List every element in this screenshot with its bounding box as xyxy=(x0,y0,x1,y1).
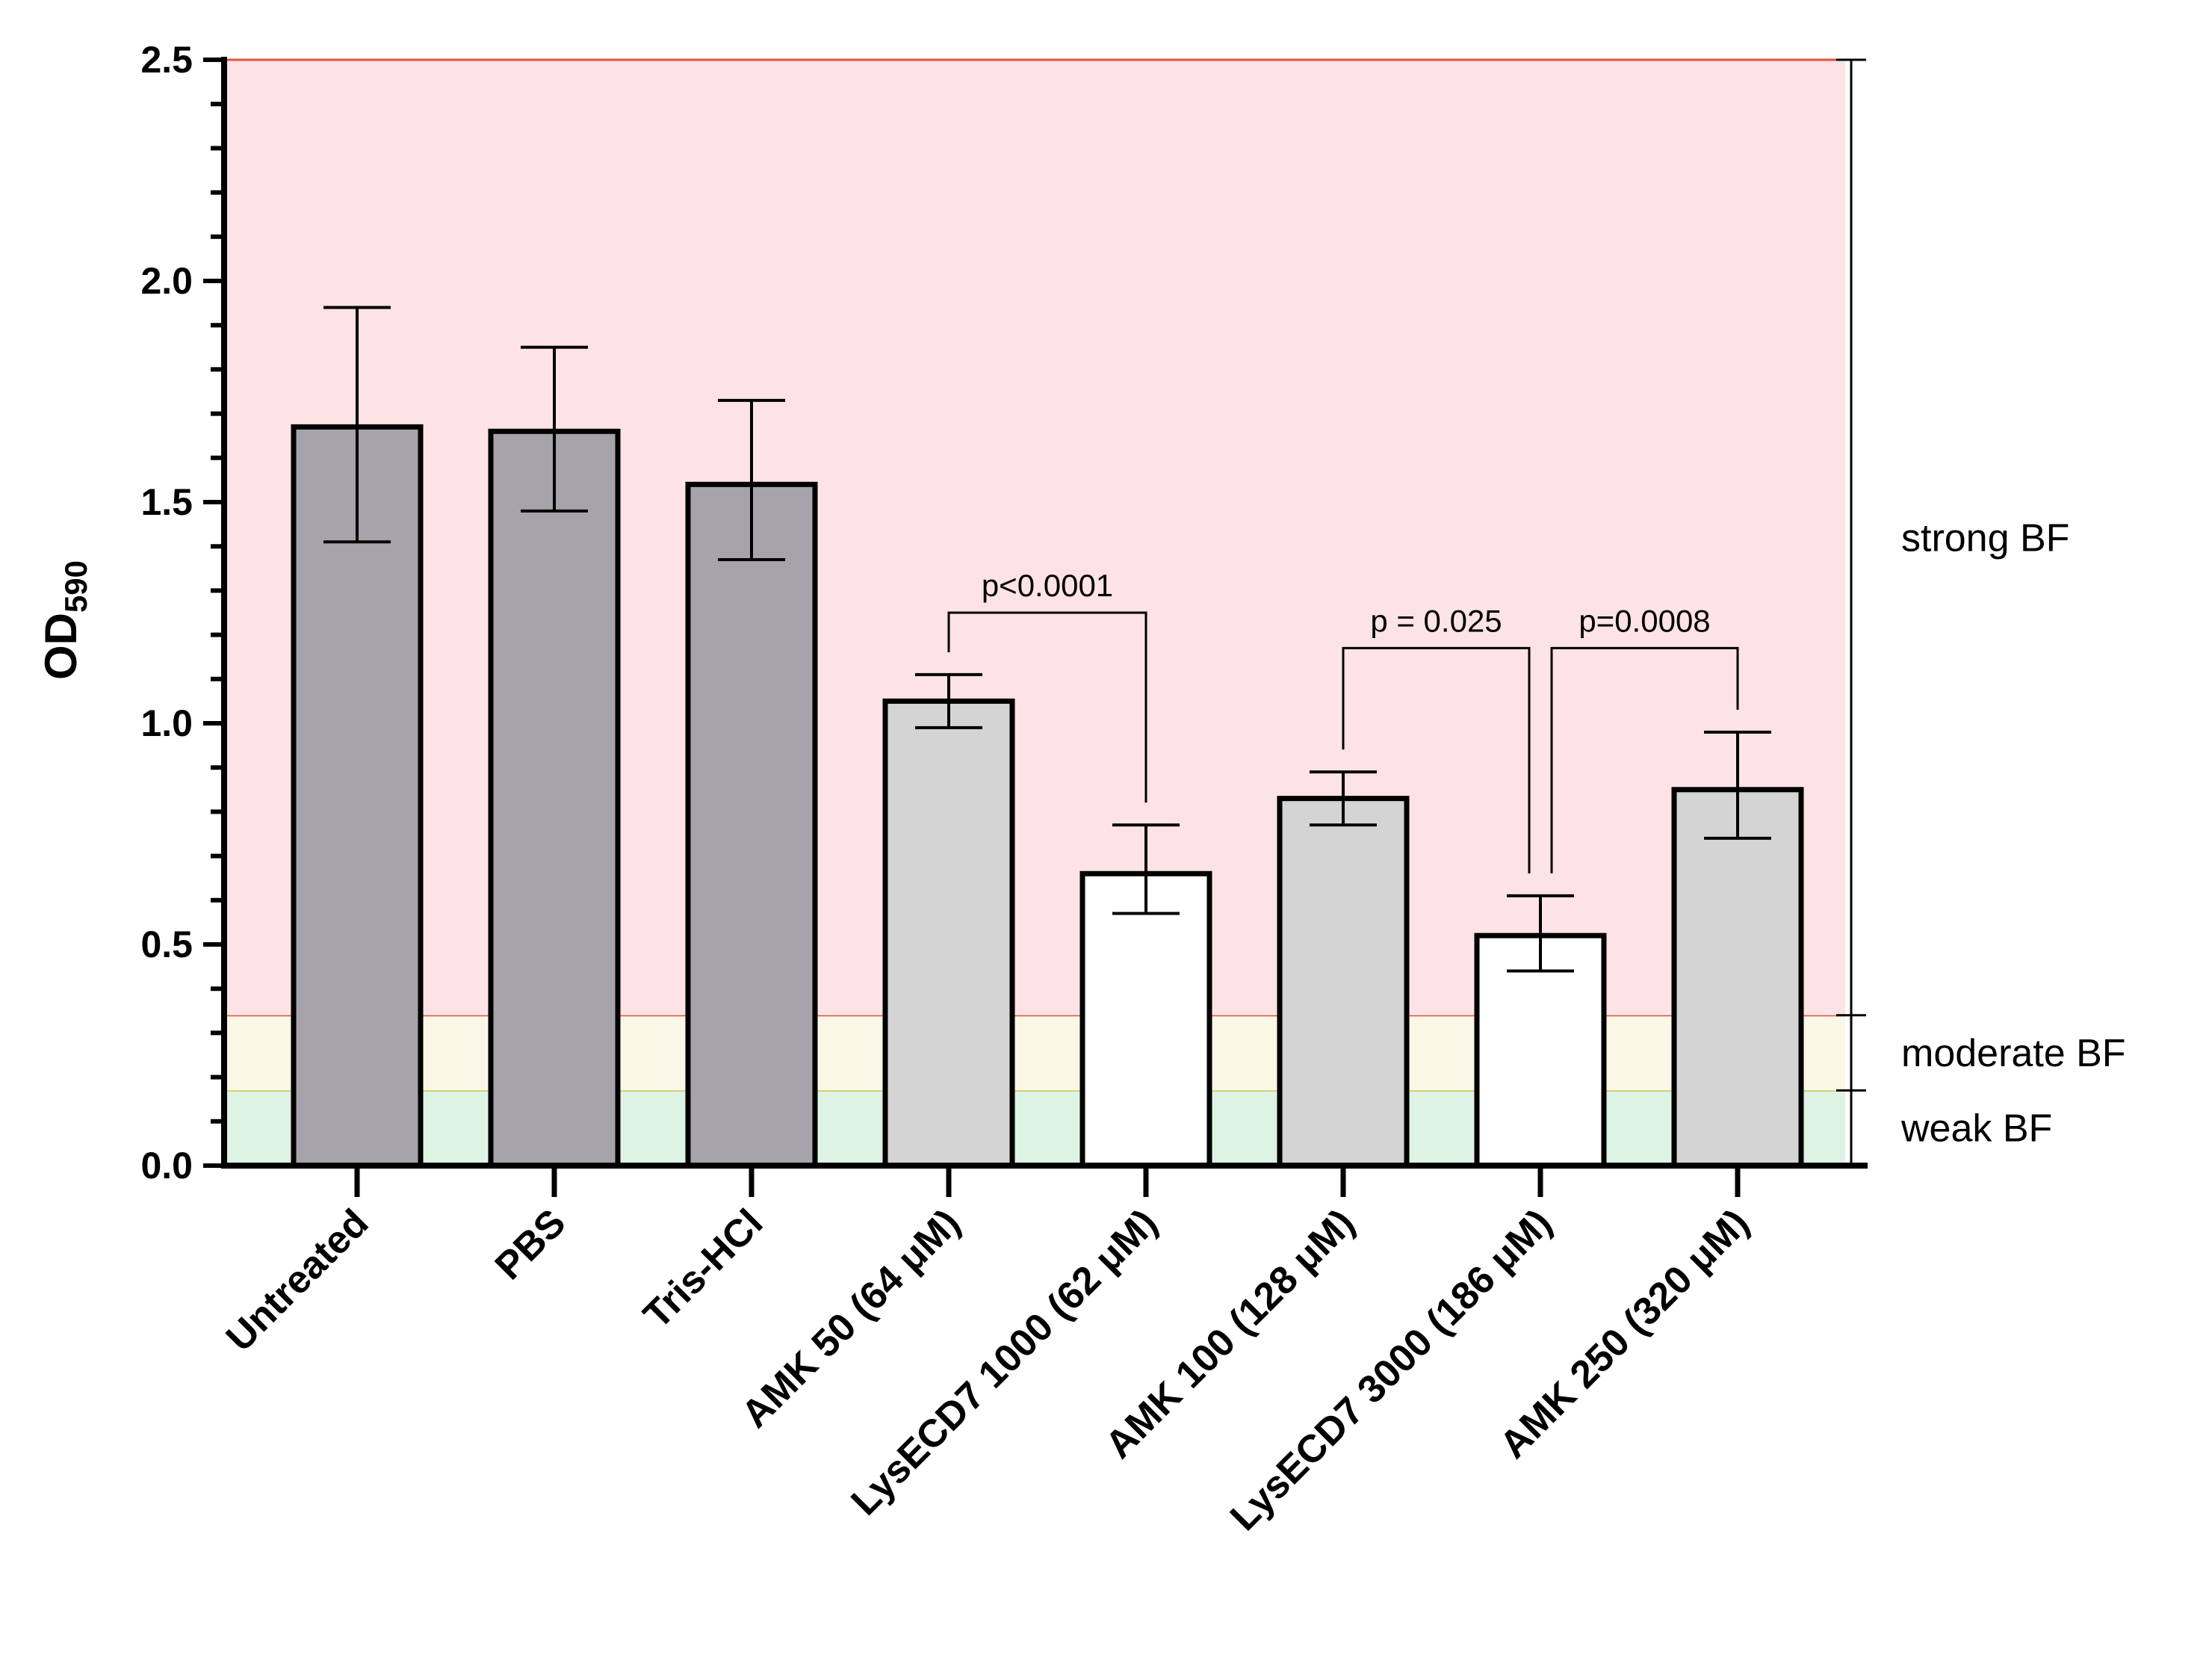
significance-bracket-0 xyxy=(947,611,1147,803)
x-tick-label: Untreated xyxy=(218,1201,377,1360)
zone-label-0: weak BF xyxy=(1900,1107,2052,1151)
zone-label-1: moderate BF xyxy=(1901,1032,2126,1075)
significance-label-2: p=0.0008 xyxy=(1579,603,1710,638)
x-tick-label: AMK 50 (64 μM) xyxy=(734,1201,969,1436)
x-tick-label: PBS xyxy=(487,1201,574,1288)
significance-label-1: p = 0.025 xyxy=(1370,603,1502,638)
error-bars xyxy=(323,306,1771,973)
y-axis-label: OD590 xyxy=(36,560,93,680)
y-tick-label: 1.0 xyxy=(140,702,193,744)
x-tick-label: LysECD7 3000 (186 μM) xyxy=(1222,1201,1561,1539)
bar-7 xyxy=(1671,787,1804,1169)
y-axis-label-subscript: 590 xyxy=(58,560,93,613)
y-tick-label: 2.0 xyxy=(140,260,193,302)
significance-bracket-1 xyxy=(1342,646,1531,873)
zone-label-2: strong BF xyxy=(1901,516,2069,560)
zone-labels: weak BF moderate BF strong BF xyxy=(1836,58,2126,1166)
bar-0 xyxy=(291,424,424,1169)
y-tick-label: 1.5 xyxy=(140,481,193,523)
significance-bracket-2 xyxy=(1550,646,1739,873)
bar-3 xyxy=(882,698,1015,1169)
x-tick-label: Tris-HCl xyxy=(635,1201,771,1337)
significance-label-0: p<0.0001 xyxy=(982,568,1113,603)
zone-band-2 xyxy=(224,60,1845,1015)
bar-series xyxy=(291,424,1804,1169)
bar-6 xyxy=(1474,932,1607,1169)
y-axis-label-main: OD xyxy=(36,613,86,680)
y-tick-label: 2.5 xyxy=(140,39,193,81)
y-tick-label: 0.0 xyxy=(140,1145,193,1187)
y-tick-label: 0.5 xyxy=(140,924,193,965)
bar-4 xyxy=(1079,870,1212,1169)
bar-5 xyxy=(1277,796,1410,1169)
bar-1 xyxy=(488,428,621,1169)
bar-2 xyxy=(685,481,818,1169)
significance-brackets: p<0.0001 p = 0.025 p=0.0008 xyxy=(947,568,1739,873)
